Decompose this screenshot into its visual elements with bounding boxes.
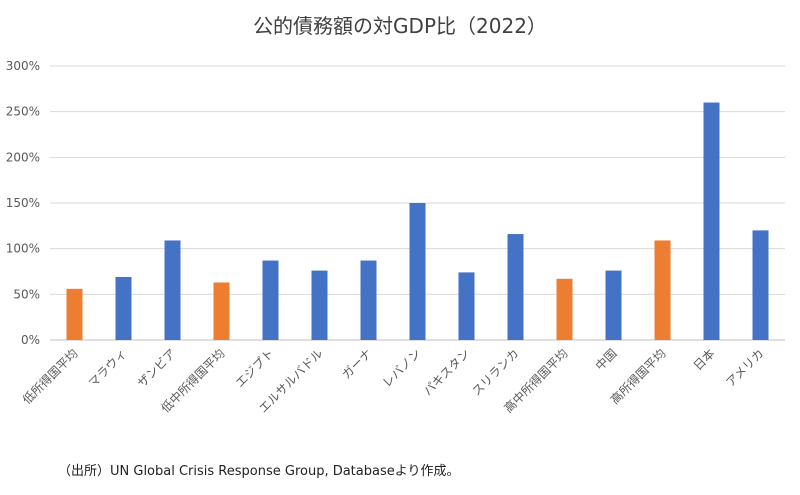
y-tick-label: 300% [6,59,40,73]
bar [360,260,377,340]
bar [654,240,671,340]
x-category-label: アメリカ [723,346,766,389]
x-category-label: マラウィ [86,346,130,390]
x-category-label: ガーナ [339,346,374,381]
y-axis-tick-labels: 0% 50% 100% 150% 200% 250% 300% [6,59,40,347]
bar [262,260,279,340]
x-category-label: 低所得国平均 [19,346,81,408]
bar [556,278,573,340]
y-tick-label: 0% [21,333,40,347]
chart-title: 公的債務額の対GDP比（2022） [253,14,547,38]
bar [213,282,230,340]
y-tick-label: 150% [6,196,40,210]
x-category-label: レバノン [380,346,424,390]
x-category-label: エジプト [233,346,277,390]
y-tick-label: 50% [13,287,40,301]
x-category-label: パキスタン [421,346,473,398]
y-tick-label: 100% [6,242,40,256]
source-note: （出所）UN Global Crisis Response Group, Dat… [58,464,460,479]
bar [66,288,83,340]
bar [752,230,769,340]
bar [605,270,622,340]
bar [311,270,328,340]
bars [66,102,769,341]
x-category-label: 中国 [592,346,620,374]
y-tick-label: 250% [6,105,40,119]
bar [115,276,132,340]
x-category-label: スリランカ [469,346,521,398]
x-category-label: 日本 [691,346,718,373]
bar [409,203,426,340]
y-tick-label: 200% [6,150,40,164]
bar [164,240,181,340]
bar [507,234,524,340]
bar [458,272,475,340]
bar [703,102,720,341]
x-category-label: ザンビア [135,346,179,390]
